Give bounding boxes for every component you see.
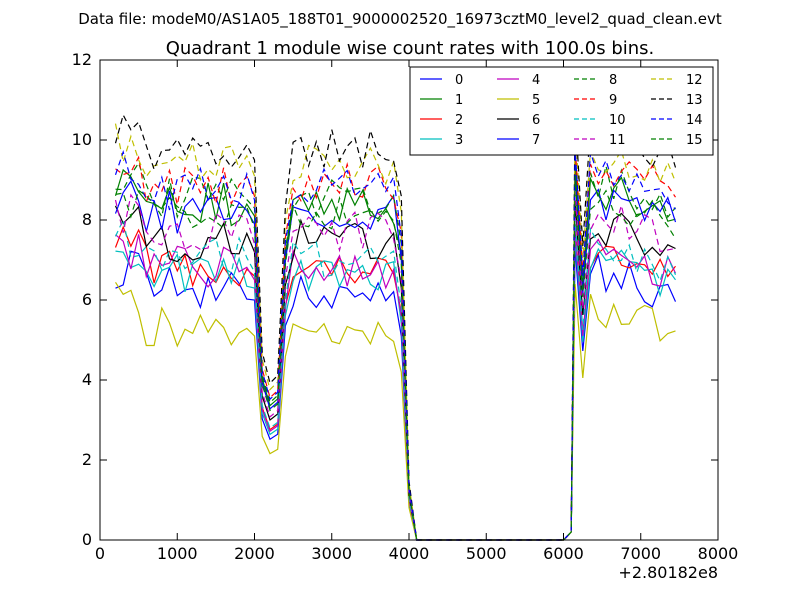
y-tick-label: 2 [82, 450, 92, 469]
legend-label-2: 2 [455, 113, 463, 128]
legend-label-3: 3 [455, 133, 463, 148]
x-offset-label: +2.80182e8 [618, 563, 718, 582]
chart-title: Quadrant 1 module wise count rates with … [166, 38, 655, 59]
series-line-1 [114, 163, 676, 541]
x-tick-label: 3000 [311, 544, 352, 563]
y-tick-label: 8 [82, 210, 92, 229]
x-tick-label: 1000 [157, 544, 198, 563]
y-tick-label: 6 [82, 290, 92, 309]
chart-suptitle: Data file: modeM0/AS1A05_188T01_90000025… [78, 10, 722, 29]
legend-label-8: 8 [609, 73, 617, 88]
series-line-8 [115, 155, 676, 541]
series-line-11 [114, 191, 676, 541]
y-tick-label: 10 [72, 130, 92, 149]
legend-label-13: 13 [686, 93, 703, 108]
x-tick-label: 2000 [234, 544, 275, 563]
legend-label-11: 11 [609, 133, 626, 148]
x-tick-label: 6000 [543, 544, 584, 563]
legend-label-10: 10 [609, 113, 626, 128]
legend-box [409, 66, 714, 156]
legend-label-6: 6 [532, 113, 540, 128]
x-tick-label: 4000 [389, 544, 430, 563]
series-line-2 [114, 223, 676, 541]
series-line-12 [114, 123, 677, 541]
axis-layer: 0 1000 2000 3000 4000 5000 6000 7000 80000246810… [72, 50, 739, 563]
legend-label-15: 15 [686, 133, 703, 148]
series-layer [114, 107, 677, 541]
y-tick-label: 12 [72, 50, 92, 69]
x-tick-label: 5000 [466, 544, 507, 563]
series-line-4 [115, 227, 677, 541]
series-line-10 [114, 217, 677, 541]
x-tick-label: 8000 [698, 544, 739, 563]
legend-label-1: 1 [455, 93, 463, 108]
series-line-0 [115, 247, 677, 541]
legend-label-14: 14 [686, 113, 703, 128]
legend-label-9: 9 [609, 93, 617, 108]
y-tick-label: 0 [82, 530, 92, 549]
legend-label-4: 4 [532, 73, 540, 88]
x-tick-label: 7000 [620, 544, 661, 563]
x-tick-label: 0 [95, 544, 105, 563]
legend-label-0: 0 [455, 73, 463, 88]
legend-label-7: 7 [532, 133, 540, 148]
y-tick-label: 4 [82, 370, 92, 389]
legend-label-5: 5 [532, 93, 540, 108]
series-line-15 [115, 175, 677, 541]
series-line-5 [114, 281, 676, 541]
legend-label-12: 12 [686, 73, 703, 88]
series-line-14 [114, 147, 676, 541]
series-line-7 [114, 171, 677, 541]
series-line-3 [115, 235, 676, 541]
